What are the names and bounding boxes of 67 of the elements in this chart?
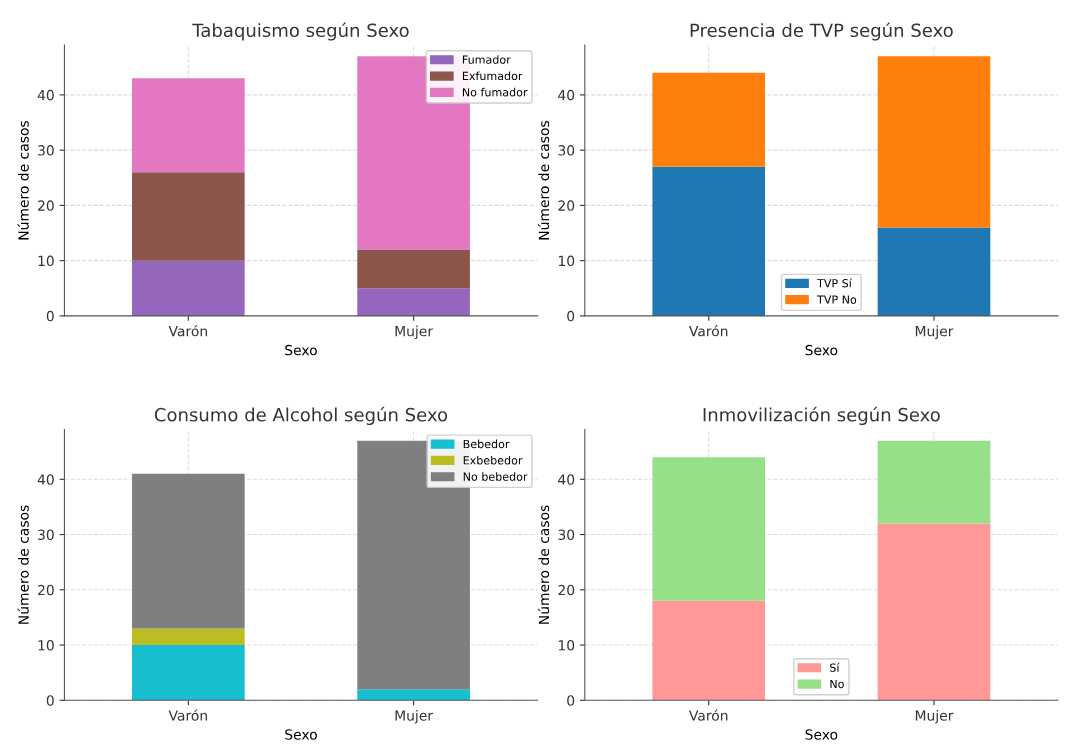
bar xyxy=(132,172,245,261)
bar xyxy=(877,523,991,701)
y-tick-label: 10 xyxy=(558,255,575,267)
chart-title: Inmovilización según Sexo xyxy=(703,406,940,426)
y-tick-label: 40 xyxy=(558,474,575,485)
x-tick-label: Varón xyxy=(689,325,728,337)
legend-label: TVP Sí xyxy=(817,278,853,288)
bar xyxy=(652,600,766,701)
chart-title: Tabaquismo según Sexo xyxy=(192,22,409,41)
y-tick-label: 30 xyxy=(38,529,54,541)
bar xyxy=(877,56,991,228)
legend-label: No fumador xyxy=(462,87,528,97)
x-tick-label: Varón xyxy=(689,709,728,721)
y-tick-label: 40 xyxy=(37,474,54,485)
legend-label: TVP No xyxy=(817,295,857,304)
y-tick-label: 0 xyxy=(567,695,575,706)
x-tick-label: Varón xyxy=(168,325,207,337)
y-tick-label: 40 xyxy=(37,89,54,101)
y-tick-label: 10 xyxy=(38,255,54,267)
y-tick-label: 20 xyxy=(38,584,54,596)
y-tick-label: 20 xyxy=(38,200,54,211)
legend-label: No bebedor xyxy=(463,472,528,481)
legend-label: Bebedor xyxy=(463,439,510,449)
legend-label: Exbebedor xyxy=(463,455,523,465)
bar xyxy=(357,249,470,289)
x-tick-label: Mujer xyxy=(915,325,954,340)
bar xyxy=(652,457,766,601)
x-tick-label: Varón xyxy=(168,709,207,721)
y-tick-label: 30 xyxy=(558,145,575,156)
bar xyxy=(132,628,245,646)
bar xyxy=(877,440,991,524)
bar xyxy=(132,260,245,316)
bar xyxy=(132,78,245,173)
x-axis-title: Sexo xyxy=(285,344,317,356)
bar xyxy=(357,288,470,316)
y-tick-label: 0 xyxy=(46,310,54,322)
bar xyxy=(132,473,245,629)
x-axis-title: Sexo xyxy=(805,344,838,356)
bar xyxy=(652,72,766,167)
x-axis-title: Sexo xyxy=(285,729,317,740)
chart-title: Presencia de TVP según Sexo xyxy=(690,22,953,41)
y-axis-title: Número de casos xyxy=(537,120,550,240)
y-tick-label: 10 xyxy=(558,640,575,651)
x-axis-title: Sexo xyxy=(805,729,838,740)
y-axis-title: Número de casos xyxy=(17,120,29,240)
x-tick-label: Mujer xyxy=(915,710,954,724)
bar xyxy=(357,689,470,701)
y-tick-label: 20 xyxy=(558,200,575,211)
y-axis-title: Número de casos xyxy=(17,505,29,624)
chart-title: Consumo de Alcohol según Sexo xyxy=(154,406,448,426)
bar xyxy=(652,166,766,316)
y-tick-label: 30 xyxy=(38,145,54,156)
y-tick-label: 0 xyxy=(567,310,575,322)
y-axis-title: Número de casos xyxy=(537,505,550,624)
bar xyxy=(877,227,991,316)
y-tick-label: 30 xyxy=(558,529,575,541)
legend-label: Sí xyxy=(830,662,840,672)
x-tick-label: Mujer xyxy=(395,710,434,724)
legend-label: Exfumador xyxy=(462,71,523,81)
bar xyxy=(132,645,245,701)
y-tick-label: 20 xyxy=(558,584,575,596)
y-tick-label: 10 xyxy=(38,640,54,651)
x-tick-label: Mujer xyxy=(395,325,434,340)
y-tick-label: 0 xyxy=(46,695,54,706)
y-tick-label: 40 xyxy=(558,89,575,101)
legend-label: No xyxy=(830,679,844,689)
legend-label: Fumador xyxy=(462,55,511,64)
